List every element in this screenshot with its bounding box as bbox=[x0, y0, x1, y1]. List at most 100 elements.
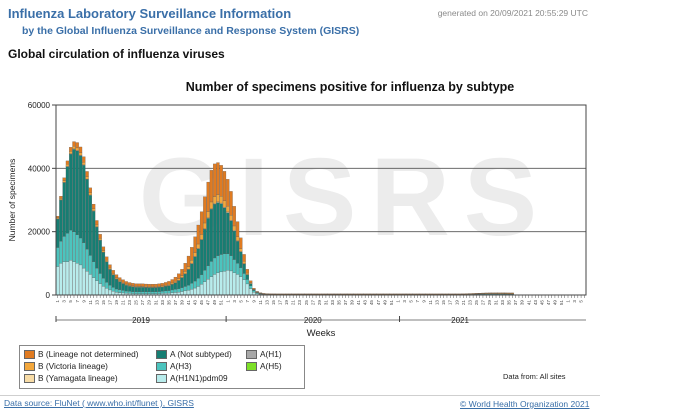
bar-segment-a-not-subtyped bbox=[226, 212, 230, 254]
x-tick-label: 39 bbox=[520, 300, 525, 306]
bar-segment-b-lineage-nd bbox=[101, 246, 106, 251]
bar-segment-a-not-subtyped bbox=[118, 281, 122, 290]
x-axis: 1 3 5 7 9 11 13 15 17 19 21 23 25 27 29 31 33 35 37 39 41 43 4… bbox=[55, 295, 586, 325]
bar-segment-a-not-subtyped bbox=[199, 239, 204, 275]
bar-segment-a-h3 bbox=[219, 254, 223, 273]
x-tick-label: 5 bbox=[238, 300, 243, 303]
bar-segment-a-h3 bbox=[56, 247, 60, 267]
x-tick-label: 7 bbox=[415, 300, 420, 303]
bar-segment-b-lineage-nd bbox=[141, 283, 145, 287]
bar-segment-b-lineage-nd bbox=[128, 282, 132, 286]
bar-segment-a-not-subtyped bbox=[131, 286, 135, 292]
bar-segment-a-h3 bbox=[137, 291, 142, 294]
bar-segment-a-not-subtyped bbox=[56, 218, 60, 248]
bar-segment-b-victoria bbox=[213, 196, 217, 204]
bar-segment-b-victoria bbox=[232, 225, 236, 231]
bar-segment-b-lineage-nd bbox=[160, 283, 164, 286]
bar-segment-b-victoria bbox=[229, 215, 233, 221]
bar-segment-a-not-subtyped bbox=[114, 278, 119, 290]
data-source-link[interactable]: Data source: FluNet ( www.who.int/flunet… bbox=[4, 398, 194, 408]
bar-segment-a-h1n1pdm09 bbox=[203, 281, 207, 296]
bar-segment-a-not-subtyped bbox=[124, 284, 128, 292]
x-tick-label: 1 bbox=[225, 300, 230, 303]
bar-segment-a-not-subtyped bbox=[180, 277, 184, 288]
bar-segment-a-h3 bbox=[245, 279, 249, 285]
bar-segment-b-victoria bbox=[121, 282, 125, 284]
bar-segment-a-h1n1pdm09 bbox=[229, 270, 233, 296]
chart-title: Number of specimens positive for influen… bbox=[185, 80, 515, 94]
legend-label: A(H5) bbox=[260, 361, 282, 371]
x-tick-label: 29 bbox=[487, 300, 492, 306]
bar-segment-b-lineage-nd bbox=[65, 160, 70, 165]
x-tick-label: 7 bbox=[245, 300, 250, 303]
bar-segment-a-h3 bbox=[213, 257, 217, 275]
bar-segment-b-lineage-nd bbox=[173, 276, 178, 282]
legend-item: B (Lineage not determined) bbox=[24, 349, 139, 359]
bar-segment-b-lineage-nd bbox=[249, 280, 253, 283]
legend: B (Lineage not determined) B (Victoria l… bbox=[19, 345, 305, 389]
bar-segment-a-not-subtyped bbox=[157, 286, 161, 292]
bar-segment-a-h3 bbox=[239, 267, 243, 277]
bar-segment-b-victoria bbox=[56, 217, 60, 219]
bar-segment-a-not-subtyped bbox=[98, 240, 102, 274]
bar-segment-b-victoria bbox=[163, 284, 168, 287]
bar-segment-b-lineage-nd bbox=[167, 281, 171, 285]
bar-segment-b-victoria bbox=[180, 275, 184, 278]
bar-segment-b-victoria bbox=[105, 260, 109, 262]
bar-segment-b-lineage-nd bbox=[183, 263, 187, 272]
bar-segment-a-h3 bbox=[108, 285, 112, 291]
bar-segment-a-h3 bbox=[141, 291, 145, 294]
x-tick-label: 3 bbox=[62, 300, 67, 303]
generated-timestamp: generated on 20/09/2021 20:55:29 UTC bbox=[437, 8, 588, 18]
report-subtitle: by the Global Influenza Surveillance and… bbox=[22, 25, 360, 37]
x-tick-label: 33 bbox=[160, 300, 165, 306]
bar-segment-b-lineage-nd bbox=[82, 156, 86, 163]
x-tick-label: 31 bbox=[494, 300, 499, 306]
bar-segment-a-h3 bbox=[193, 280, 197, 289]
bar-segment-b-lineage-nd bbox=[69, 147, 73, 152]
x-tick-label: 11 bbox=[258, 300, 263, 305]
bar-segment-a-h3 bbox=[190, 283, 194, 290]
bar-segment-a-h1n1pdm09 bbox=[239, 276, 243, 296]
bar-segment-a-h1n1pdm09 bbox=[213, 274, 217, 296]
bar-segment-a-h3 bbox=[144, 291, 148, 294]
bar-segment-a-h3 bbox=[75, 234, 79, 264]
bar-segment-b-lineage-nd bbox=[105, 256, 109, 261]
bar-segment-b-lineage-nd bbox=[157, 283, 161, 287]
x-tick-label: 27 bbox=[140, 300, 145, 306]
bar-segment-a-h3 bbox=[206, 265, 210, 280]
bar-segment-b-victoria bbox=[190, 260, 194, 264]
bar-segment-a-h3 bbox=[209, 261, 214, 277]
bar-segment-a-not-subtyped bbox=[141, 286, 145, 292]
bar-segment-b-victoria bbox=[88, 192, 92, 196]
bar-segment-b-victoria bbox=[144, 286, 148, 288]
bar-segment-a-h1n1pdm09 bbox=[199, 284, 204, 296]
legend-label: A(H3) bbox=[170, 361, 192, 371]
bar-segment-a-h3 bbox=[111, 287, 115, 292]
x-tick-label: 5 bbox=[68, 300, 73, 303]
legend-item: A(H3) bbox=[156, 361, 192, 371]
bar-segment-a-h3 bbox=[160, 291, 164, 294]
copyright-link[interactable]: © World Health Organization 2021 bbox=[460, 399, 590, 409]
legend-swatch bbox=[156, 361, 167, 371]
bar-segment-a-not-subtyped bbox=[232, 230, 236, 260]
x-tick-label: 41 bbox=[356, 300, 361, 306]
bar-segment-b-victoria bbox=[209, 201, 214, 209]
bar-segment-a-h1n1pdm09 bbox=[85, 271, 89, 296]
bar-segment-a-h1n1pdm09 bbox=[209, 276, 214, 296]
bar-segment-b-victoria bbox=[239, 248, 243, 252]
x-tick-label: 37 bbox=[513, 300, 518, 306]
bar-segment-a-h1n1pdm09 bbox=[69, 260, 73, 296]
x-tick-label: 9 bbox=[251, 300, 256, 303]
bar-segment-b-lineage-nd bbox=[193, 236, 197, 253]
bar-segment-b-victoria bbox=[72, 146, 76, 149]
bar-segment-b-victoria bbox=[186, 266, 191, 270]
legend-label: A (Not subtyped) bbox=[170, 349, 232, 359]
bar-segment-a-h1n1pdm09 bbox=[59, 263, 63, 296]
bar-segment-a-h3 bbox=[235, 263, 240, 275]
grid-lines bbox=[56, 167, 586, 233]
year-label: 2020 bbox=[304, 316, 322, 325]
legend-swatch bbox=[156, 373, 167, 383]
bar-segment-b-lineage-nd bbox=[226, 179, 230, 207]
legend-swatch bbox=[156, 349, 167, 359]
